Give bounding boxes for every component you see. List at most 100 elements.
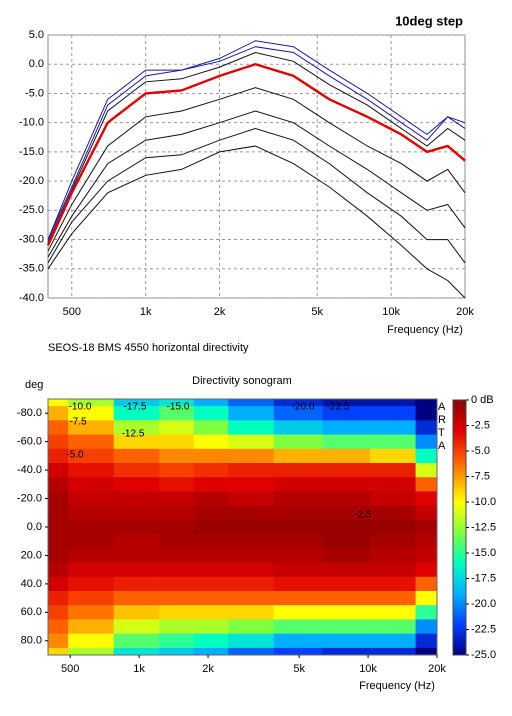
heatmap-cell [48, 576, 69, 592]
heatmap-cell [193, 591, 229, 606]
y-tick-label: -10.0 [19, 117, 44, 129]
heatmap-cell [159, 647, 195, 655]
y-tick-label: -40.0 [19, 292, 44, 304]
heatmap-cell [228, 519, 275, 535]
x-tick-label: 20k [428, 663, 446, 675]
heatmap-cell [370, 534, 417, 549]
y-tick-label: 5.0 [29, 29, 44, 41]
colorbar-label: -25.0 [471, 649, 496, 661]
heatmap-cell [193, 619, 229, 635]
heatmap-cell [415, 519, 437, 535]
heatmap-cell [370, 399, 417, 407]
heatmap-cell [273, 420, 324, 436]
heatmap-cell [228, 477, 275, 492]
heatmap-cell [322, 519, 371, 535]
heatmap-cell [370, 491, 417, 507]
heatmap-cell [228, 562, 275, 578]
heatmap-cell [159, 633, 195, 649]
heatmap-cell [48, 505, 69, 521]
heatmap-cell [193, 463, 229, 478]
heatmap-cell [68, 619, 115, 635]
heatmap-cell [415, 491, 437, 507]
heatmap-cell [228, 619, 275, 635]
heatmap-cell [113, 434, 160, 450]
heatmap-cell [193, 548, 229, 564]
heatmap-cell [228, 633, 275, 649]
heatmap-cell [415, 619, 437, 635]
x-tick-label: 2k [202, 663, 214, 675]
heatmap-cell [415, 477, 437, 492]
heatmap-cell [370, 505, 417, 521]
y-tick-label: 0.0 [29, 58, 44, 70]
y-tick-label: 0.0 [27, 521, 42, 533]
heatmap-cell [228, 434, 275, 450]
heatmap-cell [322, 399, 371, 407]
heatmap-cell [68, 406, 115, 421]
heatmap-cell [193, 491, 229, 507]
heatmap-cell [113, 463, 160, 478]
heatmap-cell [415, 647, 437, 655]
series-line [47, 46, 466, 240]
heatmap-cell [273, 534, 324, 549]
heatmap-cell [322, 420, 371, 436]
colorbar-label: -10.0 [471, 496, 496, 508]
heatmap-cell [322, 605, 371, 620]
heatmap-cell [370, 633, 417, 649]
heatmap-cell [113, 647, 160, 655]
heatmap-cell [322, 491, 371, 507]
y-tick-label: -30.0 [19, 233, 44, 245]
y-tick-label: 80.0 [21, 635, 42, 647]
heatmap-cell [322, 576, 371, 592]
heatmap-cell [322, 463, 371, 478]
heatmap-cell [370, 434, 417, 450]
colorbar [452, 399, 467, 656]
heatmap-cell [415, 505, 437, 521]
contour-label: -10.0 [69, 402, 92, 413]
heatmap-cell [193, 605, 229, 620]
heatmap-cell [159, 519, 195, 535]
heatmap-cell [193, 576, 229, 592]
heatmap-cell [48, 491, 69, 507]
heatmap-cell [228, 420, 275, 436]
heatmap-cell [415, 534, 437, 549]
heatmap-cell [113, 420, 160, 436]
heatmap-cell [370, 591, 417, 606]
heatmap-cell [48, 562, 69, 578]
heatmap-cell [113, 619, 160, 635]
heatmap-cell [273, 448, 324, 464]
colorbar-label: -2.5 [471, 419, 490, 431]
y-tick-label: -15.0 [19, 146, 44, 158]
heatmap-cell [415, 463, 437, 478]
heatmap-cell [370, 562, 417, 578]
heatmap-cell [228, 576, 275, 592]
heatmap-cell [415, 448, 437, 464]
heatmap-cell [273, 491, 324, 507]
heatmap-cell [273, 505, 324, 521]
heatmap-cell [322, 619, 371, 635]
heatmap-cell [193, 534, 229, 549]
y-tick-label: -60.0 [17, 436, 42, 448]
heatmap-cell [193, 519, 229, 535]
series-line [47, 127, 466, 264]
heatmap-cell [370, 420, 417, 436]
heatmap-cell [193, 406, 229, 421]
heatmap-cell [68, 548, 115, 564]
heatmap-cell [48, 448, 69, 464]
heatmap-cell [113, 406, 160, 421]
heatmap-cell [322, 633, 371, 649]
heatmap-cell [273, 605, 324, 620]
heatmap-cell [228, 463, 275, 478]
heatmap-cell [48, 633, 69, 649]
series-line [47, 51, 466, 243]
heatmap-cell [322, 647, 371, 655]
heatmap-cell [159, 491, 195, 507]
heatmap-cell [48, 591, 69, 606]
heatmap-cell [322, 505, 371, 521]
x-tick-label: 20k [456, 306, 474, 318]
heatmap-cell [68, 491, 115, 507]
colorbar-label: -15.0 [471, 547, 496, 559]
heatmap-cell [159, 548, 195, 564]
contour-label: -12.5 [122, 429, 145, 440]
x-axis-label: Frequency (Hz) [387, 324, 463, 336]
